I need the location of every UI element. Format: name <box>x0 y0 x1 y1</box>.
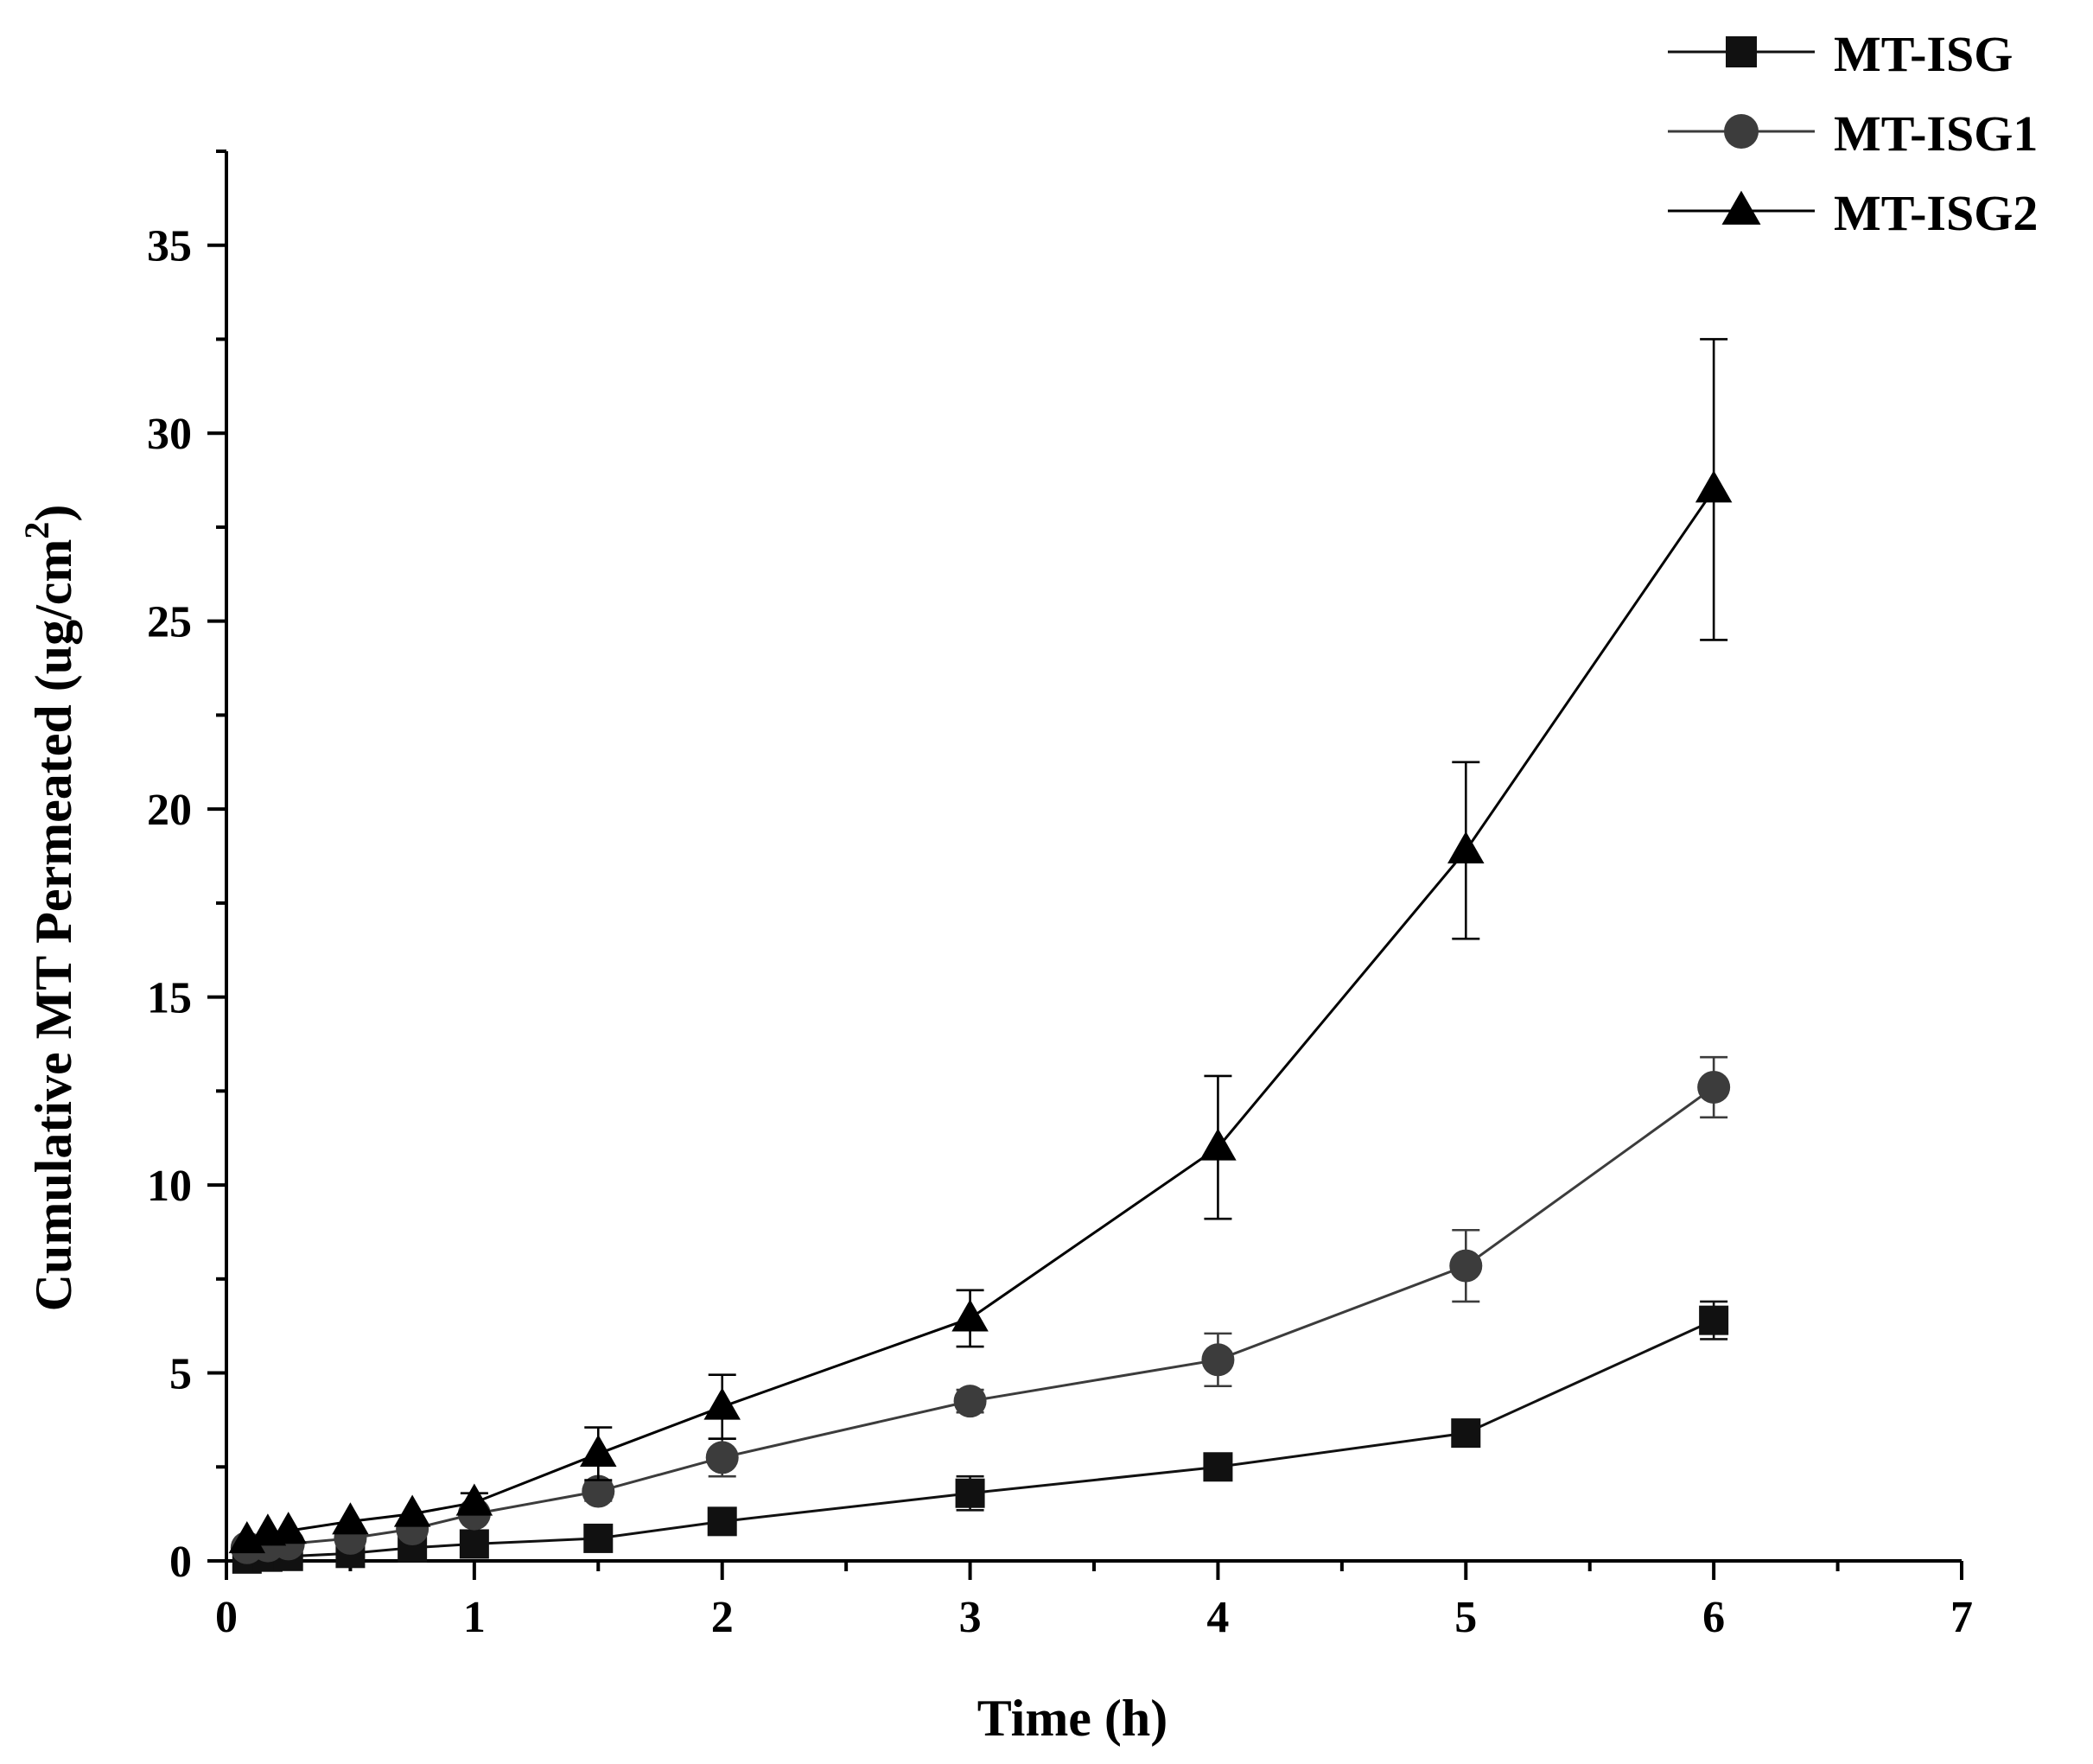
data-point <box>951 1299 989 1332</box>
y-tick-label: 5 <box>169 1350 192 1399</box>
y-tick-label: 35 <box>147 222 192 271</box>
x-tick-label: 1 <box>463 1593 486 1642</box>
y-tick-label: 25 <box>147 598 192 647</box>
legend-item-MT-ISG2: MT-ISG2 <box>1668 185 2038 241</box>
y-axis-title: Cumulative MT Permeated (ug/cm2) <box>17 505 82 1312</box>
data-point <box>1699 1305 1729 1335</box>
data-point <box>583 1523 614 1553</box>
legend-marker-square <box>1726 36 1757 67</box>
y-tick-label: 0 <box>169 1538 192 1587</box>
x-tick-label: 5 <box>1454 1593 1477 1642</box>
x-tick-label: 0 <box>215 1593 238 1642</box>
data-point <box>955 1478 985 1508</box>
legend-item-MT-ISG: MT-ISG <box>1668 26 2013 82</box>
legend-label: MT-ISG <box>1834 26 2013 82</box>
data-point <box>1199 1128 1237 1161</box>
data-point <box>1695 470 1733 503</box>
x-tick-label: 2 <box>711 1593 734 1642</box>
x-tick-label: 7 <box>1950 1593 1973 1642</box>
data-point <box>393 1494 431 1527</box>
data-point <box>1449 1249 1483 1283</box>
series-line <box>246 488 1715 1542</box>
data-point <box>455 1483 493 1516</box>
legend-marker-triangle <box>1721 190 1761 225</box>
y-tick-label: 10 <box>147 1162 192 1211</box>
legend-label: MT-ISG2 <box>1834 185 2038 241</box>
data-point <box>332 1502 369 1535</box>
y-ticks: 0 5 10 15 20 25 30 35 <box>147 150 226 1587</box>
data-point <box>582 1474 615 1508</box>
y-tick-label: 15 <box>147 974 192 1023</box>
data-point <box>1697 1070 1731 1104</box>
legend: MT-ISG MT-ISG1 MT-ISG2 <box>1668 26 2038 241</box>
x-ticks: 0 1 2 3 4 5 6 7 <box>215 1561 1973 1642</box>
series-layer <box>228 338 1733 1574</box>
data-point <box>1451 1418 1481 1449</box>
y-axis-title-superscript: 2 <box>17 522 56 539</box>
legend-item-MT-ISG1: MT-ISG1 <box>1668 105 2038 162</box>
y-tick-label: 20 <box>147 786 192 835</box>
data-point <box>1201 1343 1235 1377</box>
data-point <box>707 1506 737 1537</box>
y-axis-title-main: Cumulative MT Permeated (ug/cm <box>25 539 82 1312</box>
y-tick-label: 30 <box>147 410 192 459</box>
axes <box>225 151 1962 1563</box>
x-tick-label: 6 <box>1702 1593 1725 1642</box>
y-axis-title-close: ) <box>25 505 82 522</box>
series-MT-ISG <box>232 1300 1729 1574</box>
data-point <box>1203 1452 1233 1482</box>
data-point <box>953 1385 987 1418</box>
x-tick-label: 4 <box>1206 1593 1229 1642</box>
legend-marker-circle <box>1724 114 1759 149</box>
data-point <box>459 1529 489 1559</box>
series-MT-ISG2 <box>228 338 1733 1554</box>
data-point <box>703 1387 741 1420</box>
x-axis-title: Time (h) <box>977 1690 1168 1747</box>
data-point <box>1447 831 1485 863</box>
data-point <box>270 1512 307 1544</box>
legend-label: MT-ISG1 <box>1834 105 2038 162</box>
x-tick-label: 3 <box>959 1593 982 1642</box>
data-point <box>580 1434 617 1468</box>
data-point <box>705 1441 739 1474</box>
